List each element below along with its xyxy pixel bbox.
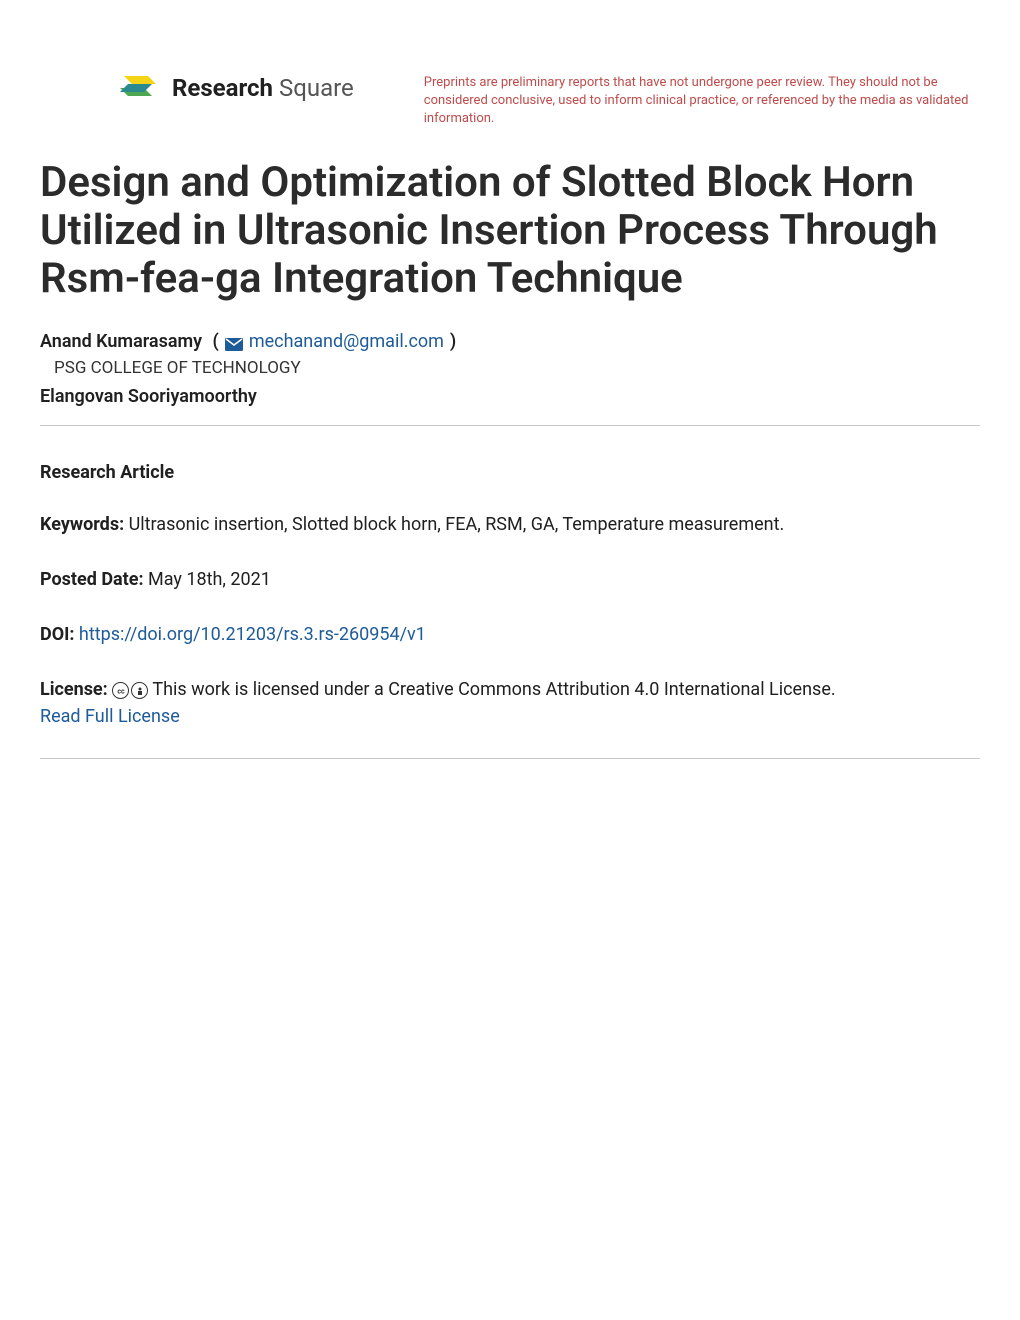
divider-1	[40, 425, 980, 426]
header-row: Research Square Preprints are preliminar…	[40, 70, 980, 129]
keywords-value: Ultrasonic insertion, Slotted block horn…	[129, 514, 785, 535]
open-paren: (	[208, 331, 219, 352]
paper-title: Design and Optimization of Slotted Block…	[40, 159, 980, 304]
posted-date-value: May 18th, 2021	[148, 569, 271, 590]
preprint-disclaimer: Preprints are preliminary reports that h…	[424, 70, 980, 129]
close-paren: )	[450, 331, 456, 352]
authors-block: Anand Kumarasamy ( mechanand@gmail.com )…	[40, 331, 980, 407]
svg-text:cc: cc	[117, 687, 125, 695]
logo-secondary-word: Square	[279, 74, 354, 102]
license-text: This work is licensed under a Creative C…	[152, 679, 835, 700]
article-type: Research Article	[40, 462, 980, 483]
doi-row: DOI: https://doi.org/10.21203/rs.3.rs-26…	[40, 621, 980, 648]
license-label: License:	[40, 679, 108, 700]
doi-label: DOI:	[40, 624, 74, 645]
logo-block: Research Square	[40, 70, 354, 106]
research-square-logo-icon	[120, 70, 160, 106]
primary-affiliation: PSG COLLEGE OF TECHNOLOGY	[40, 358, 980, 378]
primary-author-name: Anand Kumarasamy	[40, 331, 202, 352]
cc-icon: cc	[112, 682, 129, 699]
doi-link[interactable]: https://doi.org/10.21203/rs.3.rs-260954/…	[79, 624, 426, 645]
license-icons: cc	[112, 682, 148, 699]
by-icon	[131, 682, 148, 699]
logo-text: Research Square	[172, 74, 354, 102]
keywords-label: Keywords:	[40, 514, 124, 535]
mail-icon	[225, 335, 243, 348]
author-email-link[interactable]: mechanand@gmail.com	[249, 331, 444, 352]
license-row: License: cc This work is licensed under …	[40, 676, 980, 730]
keywords-row: Keywords: Ultrasonic insertion, Slotted …	[40, 511, 980, 538]
posted-date-label: Posted Date:	[40, 569, 144, 590]
primary-author-line: Anand Kumarasamy ( mechanand@gmail.com )	[40, 331, 980, 352]
read-full-license-link[interactable]: Read Full License	[40, 706, 180, 727]
secondary-author-name: Elangovan Sooriyamoorthy	[40, 386, 980, 407]
divider-2	[40, 758, 980, 759]
posted-date-row: Posted Date: May 18th, 2021	[40, 566, 980, 593]
logo-main-word: Research	[172, 74, 273, 102]
